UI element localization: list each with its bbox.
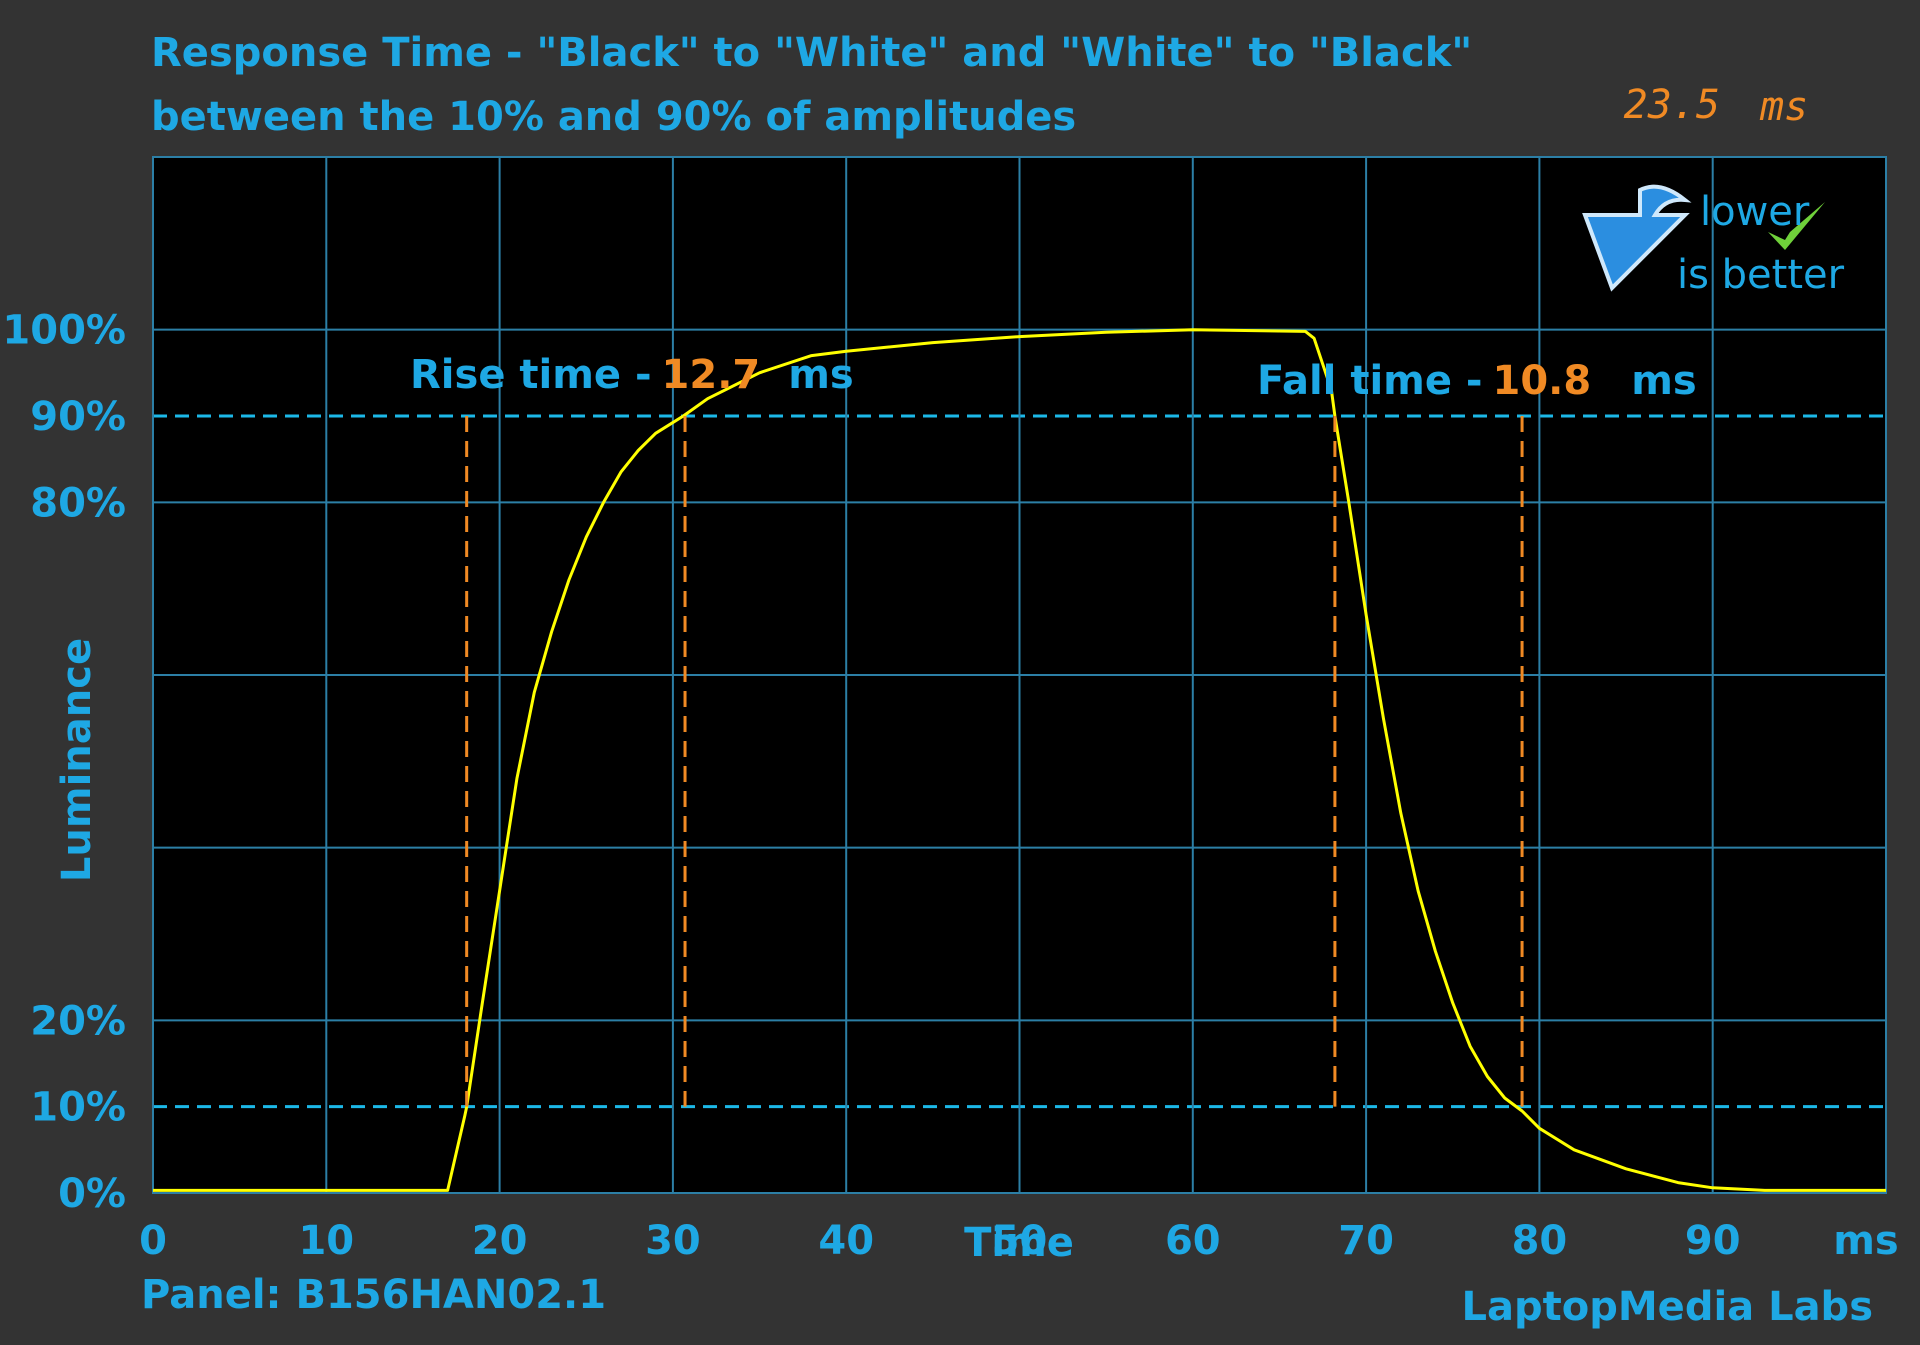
chart-title: Response Time - "Black" to "White" and "… bbox=[151, 30, 1472, 76]
rise-label: Rise time - bbox=[410, 352, 652, 398]
rise-value: 12.7 bbox=[662, 352, 761, 398]
readout-value: 23.5 bbox=[1624, 82, 1720, 128]
x-tick-label: 70 bbox=[1338, 1218, 1394, 1264]
badge-line1: lower bbox=[1700, 189, 1810, 235]
y-tick-label: 10% bbox=[30, 1085, 126, 1131]
x-tick-label: 10 bbox=[298, 1218, 354, 1264]
x-tick-label: 30 bbox=[645, 1218, 701, 1264]
x-tick-label: 50 bbox=[992, 1218, 1048, 1264]
rise-annotation: Rise time -12.7 ms bbox=[410, 352, 854, 398]
footer-right: LaptopMedia Labs bbox=[1462, 1284, 1873, 1330]
plot-border bbox=[152, 156, 1887, 1194]
badge-icon: lower is better bbox=[1582, 184, 1845, 298]
rise-unit: ms bbox=[788, 352, 854, 398]
y-tick-label: 90% bbox=[30, 394, 126, 440]
fall-annotation: Fall time -10.8 ms bbox=[1257, 358, 1697, 404]
fall-value: 10.8 bbox=[1493, 358, 1592, 404]
y-axis-label: Luminance bbox=[54, 638, 100, 882]
y-tick-label: 0% bbox=[58, 1171, 126, 1217]
y-tick-label: 100% bbox=[2, 308, 126, 354]
x-tick-label: 90 bbox=[1685, 1218, 1741, 1264]
readout-unit: ms bbox=[1759, 84, 1808, 130]
fall-label: Fall time - bbox=[1257, 358, 1483, 404]
badge-line2: is better bbox=[1677, 252, 1845, 298]
chart-subtitle: between the 10% and 90% of amplitudes bbox=[151, 94, 1076, 140]
fall-unit: ms bbox=[1631, 358, 1697, 404]
x-unit-label: ms bbox=[1833, 1218, 1899, 1264]
x-axis-label: Time bbox=[964, 1220, 1074, 1266]
x-tick-label: 20 bbox=[472, 1218, 528, 1264]
y-tick-label: 80% bbox=[30, 480, 126, 526]
x-tick-label: 60 bbox=[1165, 1218, 1221, 1264]
badge-arrow bbox=[1582, 184, 1692, 292]
x-tick-label: 40 bbox=[818, 1218, 874, 1264]
luminance-line bbox=[153, 328, 1886, 1192]
marks bbox=[153, 328, 1886, 1192]
x-tick-label: 80 bbox=[1512, 1218, 1568, 1264]
y-tick-label: 20% bbox=[30, 998, 126, 1044]
x-tick-label: 0 bbox=[139, 1218, 167, 1264]
footer-left: Panel: B156HAN02.1 bbox=[141, 1272, 606, 1318]
